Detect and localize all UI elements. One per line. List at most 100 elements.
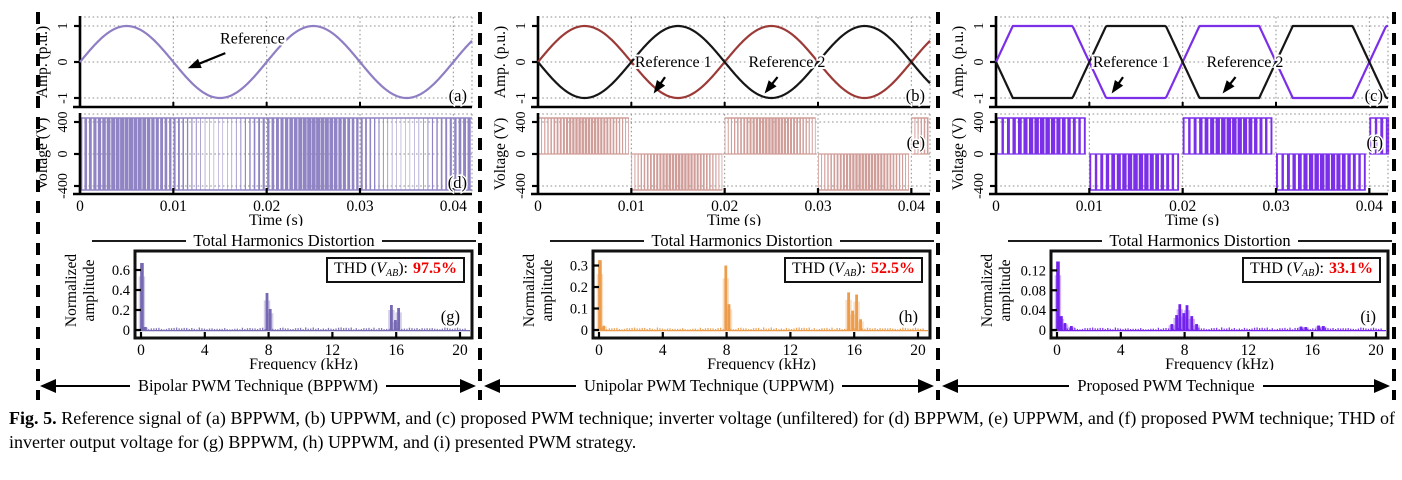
- svg-text:-400: -400: [514, 173, 529, 199]
- svg-text:Amp. (p.u.): Amp. (p.u.): [34, 26, 51, 98]
- voltage-plot-f: 400 0 -400 Voltage (V) 0 0.01 0.02 0.03 0.04 Time…: [946, 112, 1396, 226]
- thd-suffix: ):: [856, 260, 866, 277]
- svg-text:(f): (f): [1367, 133, 1383, 152]
- arrowhead-left-icon: [40, 379, 56, 393]
- svg-text:Voltage (V): Voltage (V): [34, 118, 51, 190]
- thd-value-box: THD (VAB): 33.1%: [1242, 257, 1381, 283]
- svg-text:12: 12: [1241, 342, 1257, 359]
- svg-text:20: 20: [910, 342, 926, 359]
- thd-plot-svg: 0 0.04 0.08 0.12 0 4 8 12 16 20 Frequency (kHz) Nor…: [979, 249, 1390, 370]
- voltage-plot-svg: 400 0 -400 Voltage (V) 0 0.01 0.02 0.03 0.04 Time…: [492, 112, 931, 226]
- svg-text:Frequency (kHz): Frequency (kHz): [1165, 356, 1274, 370]
- thd-variable: V: [376, 260, 386, 277]
- thd-value: 52.5%: [871, 260, 915, 277]
- svg-text:0.08: 0.08: [1021, 283, 1046, 299]
- dashed-separator: [936, 12, 940, 400]
- svg-text:0.01: 0.01: [618, 198, 645, 215]
- svg-text:-1: -1: [56, 92, 71, 104]
- svg-text:0.1: 0.1: [570, 302, 588, 318]
- svg-text:4: 4: [1117, 342, 1125, 359]
- thd-header-text: Total Harmonics Distortion: [1109, 231, 1291, 250]
- svg-text:Normalized: Normalized: [63, 254, 80, 327]
- svg-text:0.6: 0.6: [112, 263, 130, 279]
- svg-text:(b): (b): [906, 86, 925, 105]
- thd-header: Total Harmonics Distortion: [92, 231, 477, 251]
- svg-text:0: 0: [76, 198, 84, 215]
- svg-text:0.01: 0.01: [160, 198, 187, 215]
- thd-subscript: AB: [1302, 268, 1315, 279]
- thd-prefix: THD (: [334, 260, 377, 277]
- svg-text:Voltage (V): Voltage (V): [950, 118, 967, 190]
- svg-text:(g): (g): [441, 307, 460, 326]
- caption-label: Fig. 5.: [9, 408, 57, 428]
- svg-text:amplitude: amplitude: [997, 259, 1014, 321]
- arrow-line: [500, 384, 576, 388]
- svg-text:0: 0: [972, 59, 987, 66]
- thd-prefix: THD (: [792, 260, 835, 277]
- reference-plot-svg: 1 0 -1 Amp. (p.u.) Reference 1 Reference 2 (b): [492, 16, 931, 109]
- thd-value: 33.1%: [1329, 260, 1373, 277]
- technique-label: Proposed PWM Technique: [1077, 376, 1255, 395]
- svg-text:Time (s): Time (s): [707, 212, 761, 226]
- svg-text:400: 400: [56, 112, 71, 133]
- reference-plot-svg: 1 0 -1 Amp. (p.u.) Reference (a): [34, 16, 473, 109]
- svg-text:0: 0: [514, 59, 529, 66]
- svg-text:8: 8: [265, 342, 273, 359]
- voltage-plot-svg: 400 0 -400 Voltage (V) 0 0.01 0.02 0.03 0.04 Time…: [950, 112, 1390, 226]
- technique-arrow-proposed: Proposed PWM Technique: [942, 376, 1390, 396]
- svg-text:0.2: 0.2: [112, 303, 130, 319]
- thd-variable: V: [1292, 260, 1302, 277]
- svg-text:0.03: 0.03: [1262, 198, 1289, 215]
- svg-text:20: 20: [1368, 342, 1384, 359]
- column-bppwm: 1 0 -1 Amp. (p.u.) Reference (a) 400 0 -400 Volt…: [30, 0, 480, 400]
- svg-text:(e): (e): [907, 133, 925, 152]
- technique-arrow-uppwm: Unipolar PWM Technique (UPPWM): [484, 376, 935, 396]
- svg-text:0: 0: [1039, 323, 1046, 339]
- svg-text:0.2: 0.2: [570, 280, 588, 296]
- thd-header: Total Harmonics Distortion: [1008, 231, 1393, 251]
- svg-text:0.4: 0.4: [112, 283, 131, 299]
- svg-text:0: 0: [123, 323, 130, 339]
- svg-text:0.02: 0.02: [253, 198, 280, 215]
- svg-text:Reference 1: Reference 1: [1093, 54, 1170, 71]
- thd-subscript: AB: [386, 268, 399, 279]
- thd-plot-i: 0 0.04 0.08 0.12 0 4 8 12 16 20 Frequency (kHz) Nor…: [946, 248, 1396, 370]
- svg-text:amplitude: amplitude: [81, 259, 98, 321]
- thd-value: 97.5%: [413, 260, 457, 277]
- svg-text:12: 12: [325, 342, 341, 359]
- svg-text:Reference 2: Reference 2: [748, 54, 825, 71]
- svg-text:0.02: 0.02: [1169, 198, 1196, 215]
- svg-text:1: 1: [56, 23, 71, 30]
- svg-text:0.3: 0.3: [570, 259, 588, 275]
- svg-text:0.01: 0.01: [1076, 198, 1103, 215]
- svg-text:-1: -1: [514, 92, 529, 104]
- svg-text:Amp. (p.u.): Amp. (p.u.): [950, 26, 967, 98]
- thd-plot-g: 0 0.2 0.4 0.6 0 4 8 12 16 20 Frequency (kHz) Normal…: [30, 248, 480, 370]
- svg-text:400: 400: [972, 112, 987, 133]
- thd-header: Total Harmonics Distortion: [550, 231, 935, 251]
- thd-plot-h: 0 0.1 0.2 0.3 0 4 8 12 16 20 Frequency (kHz) Normal…: [488, 248, 938, 370]
- svg-text:4: 4: [659, 342, 667, 359]
- svg-text:Time (s): Time (s): [249, 212, 303, 226]
- header-rule-left-icon: [1008, 239, 1103, 243]
- header-rule-right-icon: [1297, 239, 1393, 243]
- thd-value-box: THD (VAB): 97.5%: [326, 257, 465, 283]
- reference-plot-svg: 1 0 -1 Amp. (p.u.) Reference 1 Reference 2 (c): [950, 16, 1389, 109]
- svg-text:-400: -400: [972, 173, 987, 199]
- technique-label: Bipolar PWM Technique (BPPWM): [137, 376, 379, 395]
- arrow-line: [386, 384, 461, 388]
- svg-text:(a): (a): [449, 86, 467, 105]
- svg-text:8: 8: [1181, 342, 1189, 359]
- thd-subscript: AB: [844, 268, 857, 279]
- svg-text:0: 0: [514, 151, 529, 158]
- svg-text:0: 0: [137, 342, 145, 359]
- svg-text:Reference 2: Reference 2: [1206, 54, 1283, 71]
- svg-text:0.03: 0.03: [804, 198, 831, 215]
- arrowhead-left-icon: [942, 379, 958, 393]
- thd-variable: V: [834, 260, 844, 277]
- svg-text:(h): (h): [899, 307, 918, 326]
- arrowhead-right-icon: [918, 379, 935, 393]
- svg-text:0: 0: [581, 323, 588, 339]
- svg-text:16: 16: [388, 342, 404, 359]
